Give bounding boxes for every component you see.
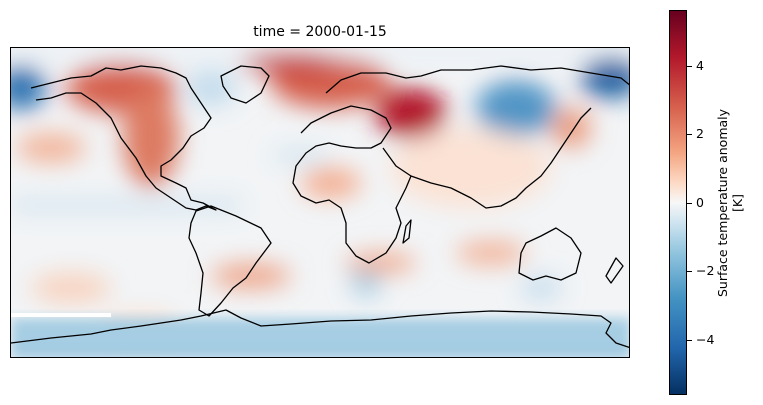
colorbar-tick bbox=[687, 66, 692, 67]
colorbar-tick-label: 0 bbox=[696, 195, 704, 210]
colorbar-tick bbox=[687, 271, 692, 272]
colorbar-label-line1: Surface temperature anomaly bbox=[715, 108, 730, 298]
plot-title: time = 2000-01-15 bbox=[253, 24, 387, 40]
temperature-anomaly-heatmap bbox=[11, 48, 629, 357]
map-panel bbox=[10, 47, 630, 358]
colorbar-tick bbox=[687, 203, 692, 204]
colorbar bbox=[669, 10, 687, 395]
colorbar-tick-label: 4 bbox=[696, 58, 704, 73]
colorbar-label-units: [K] bbox=[730, 194, 745, 212]
colorbar-tick-label: 2 bbox=[696, 126, 704, 141]
colorbar-tick bbox=[687, 134, 692, 135]
colorbar-tick-label: −4 bbox=[696, 332, 715, 347]
colorbar-label: Surface temperature anomaly [K] bbox=[715, 109, 745, 297]
colorbar-tick-label: −2 bbox=[696, 263, 715, 278]
coastlines bbox=[11, 65, 629, 349]
colorbar-tick bbox=[687, 340, 692, 341]
